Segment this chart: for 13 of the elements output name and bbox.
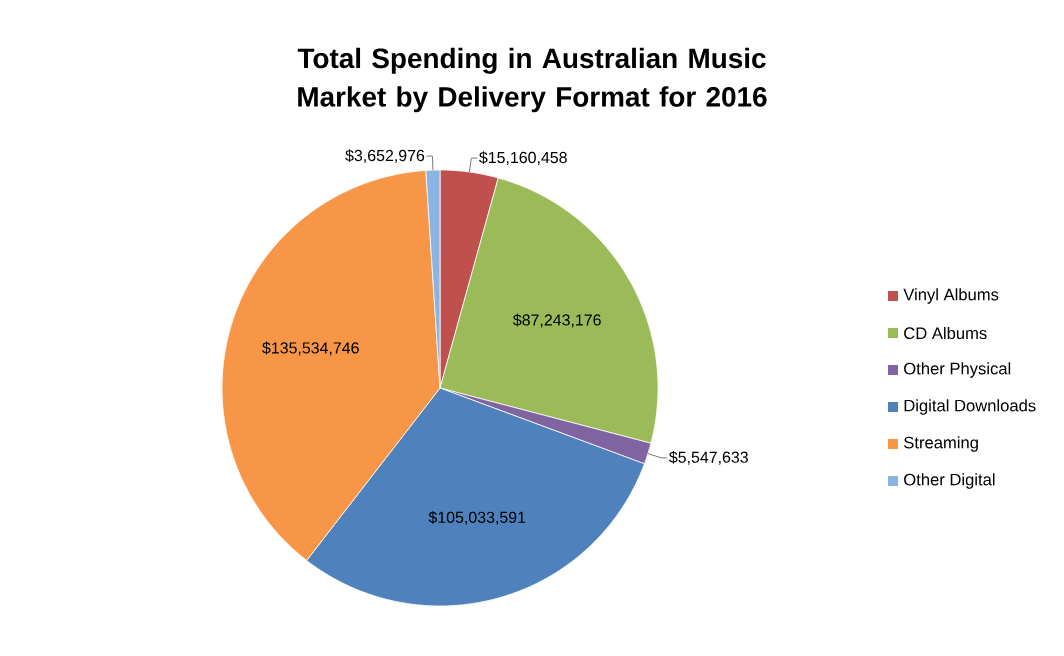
data-label: $5,547,633 [669, 450, 748, 465]
legend-label: CD Albums [904, 326, 987, 340]
legend-label: Other Physical [904, 362, 1011, 378]
data-label: $15,160,458 [479, 151, 567, 166]
legend-label: Other Digital [904, 473, 995, 489]
data-label: $105,033,591 [428, 511, 526, 525]
legend-label: Streaming [904, 436, 978, 452]
chart-title: Total Spending in Australian Music Market by Delivery Format for 2016 [297, 47, 767, 113]
legend-label: Vinyl Albums [903, 288, 999, 304]
data-label: $135,534,746 [262, 341, 359, 356]
legend-label: Digital Downloads [904, 399, 1036, 415]
data-label: $87,243,176 [513, 313, 601, 328]
data-label: $3,652,976 [345, 149, 425, 164]
